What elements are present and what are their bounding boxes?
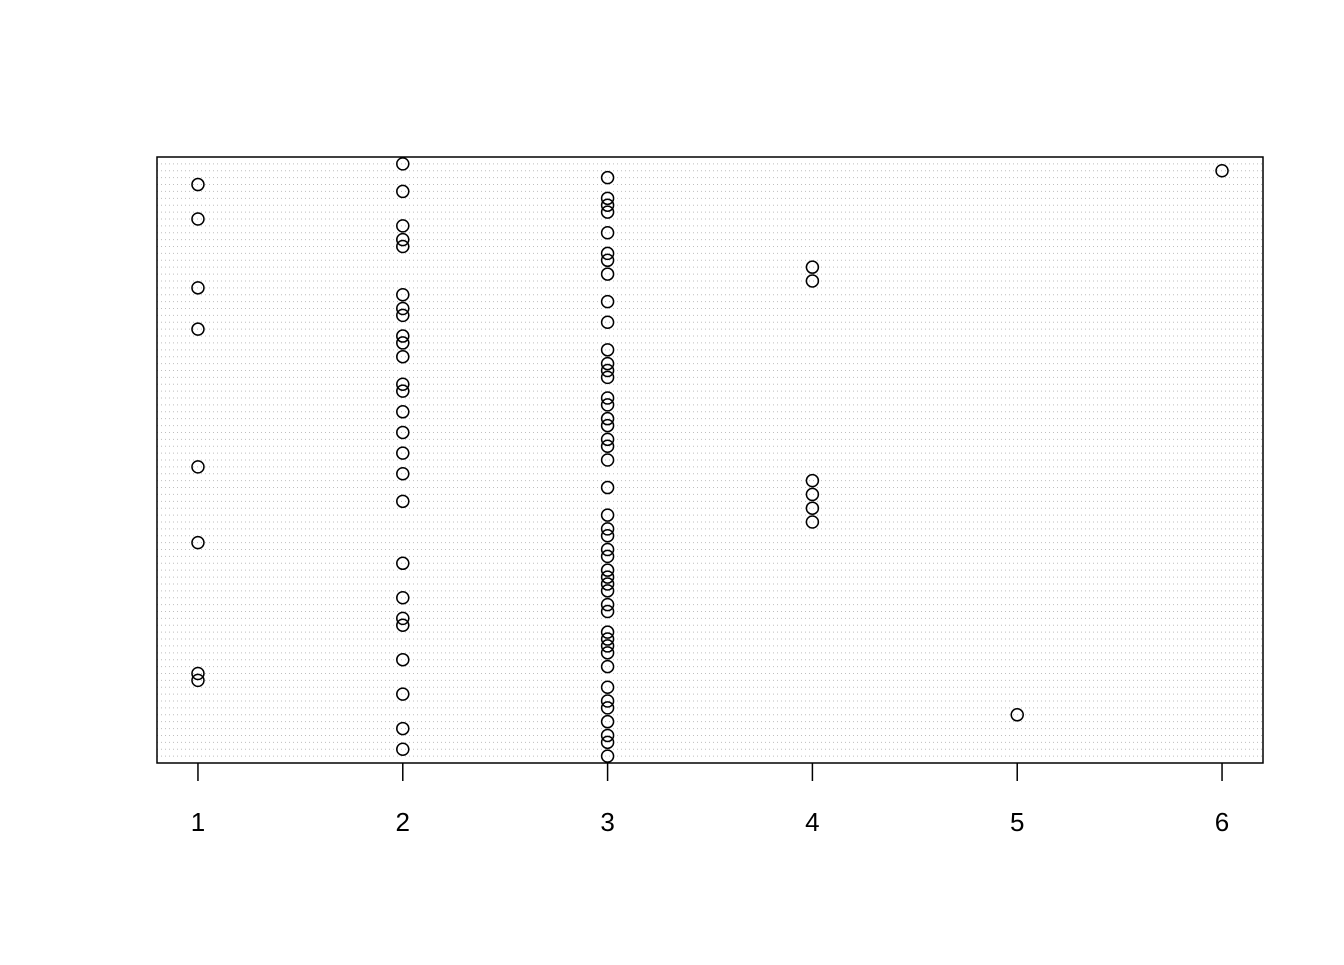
point — [600, 356, 615, 371]
point — [396, 349, 410, 364]
point — [600, 391, 615, 405]
point — [600, 205, 615, 219]
point — [396, 329, 410, 343]
point — [1010, 708, 1024, 722]
plot-frame — [156, 156, 1264, 764]
point — [396, 494, 410, 509]
point — [600, 418, 615, 433]
point — [600, 563, 615, 577]
point — [396, 157, 410, 171]
point — [600, 343, 615, 357]
point — [191, 666, 205, 681]
point — [600, 749, 615, 763]
point — [600, 253, 615, 268]
x-tick-label: 1 — [191, 807, 205, 837]
x-tick-label: 6 — [1215, 807, 1229, 837]
point — [191, 322, 205, 336]
point — [396, 377, 410, 391]
point — [805, 501, 820, 515]
point — [600, 267, 615, 281]
point — [600, 584, 615, 598]
point — [600, 370, 615, 385]
point — [396, 239, 410, 254]
point — [191, 281, 205, 295]
point — [600, 639, 615, 653]
point — [396, 336, 410, 350]
point — [396, 590, 410, 605]
point — [600, 728, 615, 743]
point — [600, 363, 615, 378]
point — [805, 515, 820, 529]
point — [396, 467, 410, 481]
point — [396, 652, 410, 667]
point — [191, 460, 205, 474]
x-tick-label: 5 — [1010, 807, 1024, 837]
point — [600, 659, 615, 674]
point — [805, 274, 820, 288]
point — [396, 611, 410, 626]
point — [600, 714, 615, 729]
point — [396, 232, 410, 247]
point — [396, 425, 410, 440]
point — [805, 487, 820, 502]
point — [396, 219, 410, 233]
point — [600, 480, 615, 495]
point — [191, 673, 205, 688]
point — [805, 473, 820, 488]
point — [600, 735, 615, 750]
point — [600, 198, 615, 212]
point — [396, 384, 410, 398]
point — [600, 411, 615, 426]
point — [396, 742, 410, 756]
point — [600, 191, 615, 206]
point — [396, 405, 410, 419]
point — [600, 646, 615, 660]
point — [600, 625, 615, 639]
point — [600, 294, 615, 309]
x-tick-label: 4 — [805, 807, 819, 837]
point — [805, 260, 820, 274]
point — [600, 529, 615, 543]
point — [600, 439, 615, 453]
x-tick-label: 2 — [396, 807, 410, 837]
point — [396, 308, 410, 323]
point — [600, 570, 615, 584]
point — [600, 701, 615, 715]
point — [600, 632, 615, 646]
point — [396, 721, 410, 736]
point — [396, 618, 410, 633]
point — [600, 246, 615, 261]
point — [396, 446, 410, 460]
point — [396, 687, 410, 701]
point — [600, 680, 615, 694]
point — [600, 542, 615, 557]
point — [191, 177, 205, 192]
point — [600, 549, 615, 564]
x-tick-label: 3 — [600, 807, 614, 837]
point — [600, 508, 615, 522]
point — [396, 301, 410, 316]
point — [600, 522, 615, 536]
point — [600, 170, 615, 185]
point — [600, 604, 615, 619]
point — [396, 184, 410, 199]
point — [396, 287, 410, 302]
point — [600, 315, 615, 330]
point — [600, 577, 615, 591]
point — [600, 597, 615, 612]
point — [600, 694, 615, 708]
point — [600, 432, 615, 447]
point — [1215, 164, 1229, 178]
point — [600, 453, 615, 467]
point — [600, 398, 615, 412]
point — [191, 212, 205, 226]
point — [600, 226, 615, 240]
point — [396, 556, 410, 571]
point — [191, 535, 205, 550]
